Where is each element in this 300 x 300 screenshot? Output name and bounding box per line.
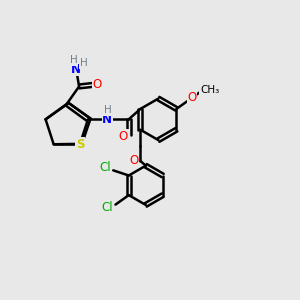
Text: CH₃: CH₃ — [200, 85, 219, 95]
Text: O: O — [188, 92, 197, 104]
Text: O: O — [92, 79, 102, 92]
Text: H: H — [70, 55, 78, 65]
Text: H: H — [80, 58, 87, 68]
Text: N: N — [71, 63, 81, 76]
Text: Cl: Cl — [101, 201, 113, 214]
Text: O: O — [119, 130, 128, 143]
Text: S: S — [76, 138, 84, 151]
Text: H: H — [104, 105, 112, 116]
Text: O: O — [129, 154, 139, 167]
Text: Cl: Cl — [99, 161, 111, 175]
Text: N: N — [102, 113, 112, 126]
